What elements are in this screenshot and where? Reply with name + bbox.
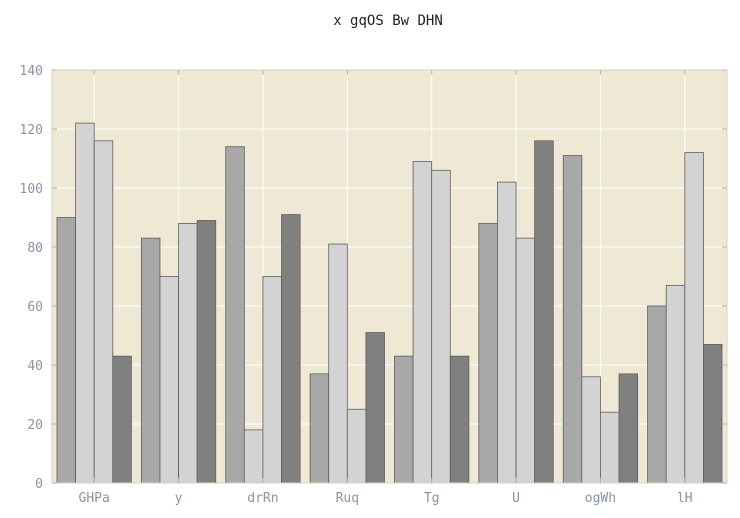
bar — [478, 222, 498, 484]
x-tick-label: U — [512, 491, 520, 506]
x-tick-label: Ruq — [336, 491, 359, 506]
y-tick-label: 0 — [35, 477, 43, 492]
x-tick-label: ogWh — [585, 491, 616, 506]
bar — [515, 237, 536, 484]
y-tick-label: 80 — [27, 241, 43, 256]
bar — [665, 284, 686, 484]
bar — [178, 222, 198, 484]
x-tick-label: Tg — [424, 491, 440, 506]
bar — [225, 146, 245, 484]
bar — [140, 237, 161, 484]
bar — [581, 376, 601, 484]
x-tick-label: drRn — [247, 491, 278, 506]
bar — [534, 140, 554, 484]
bar — [449, 355, 470, 484]
y-tick-label: 20 — [27, 418, 43, 433]
bar — [647, 305, 667, 484]
y-axis: 0 20 40 60 80 100 120 140 — [20, 64, 727, 492]
bar — [497, 181, 517, 484]
y-tick-label: 140 — [20, 64, 43, 79]
bar — [159, 276, 179, 484]
bar — [309, 373, 330, 484]
bar — [328, 243, 348, 484]
y-tick-label: 120 — [20, 123, 43, 138]
bar — [600, 411, 620, 484]
bar — [562, 155, 583, 484]
bar — [365, 332, 385, 484]
chart-title: x gqOS Bw DHN — [333, 13, 443, 29]
bar — [56, 217, 76, 484]
plot-frame — [51, 69, 728, 484]
x-tick-label: y — [175, 491, 183, 506]
bar — [243, 429, 264, 484]
bar — [75, 122, 95, 484]
bars — [56, 122, 723, 484]
bar — [346, 408, 367, 484]
bar — [703, 343, 723, 484]
bar — [196, 220, 217, 484]
bar — [618, 373, 639, 484]
x-tick-label: GHPa — [79, 491, 110, 506]
bar — [112, 355, 132, 484]
bar — [412, 161, 433, 484]
x-tick-label: lH — [677, 491, 693, 506]
bar — [431, 169, 451, 484]
y-tick-label: 60 — [27, 300, 43, 315]
y-tick-label: 100 — [20, 182, 43, 197]
bar — [394, 355, 414, 484]
y-tick-label: 40 — [27, 359, 43, 374]
bar — [93, 140, 114, 484]
bar — [281, 214, 301, 484]
bar — [684, 152, 704, 484]
bar — [262, 276, 282, 484]
